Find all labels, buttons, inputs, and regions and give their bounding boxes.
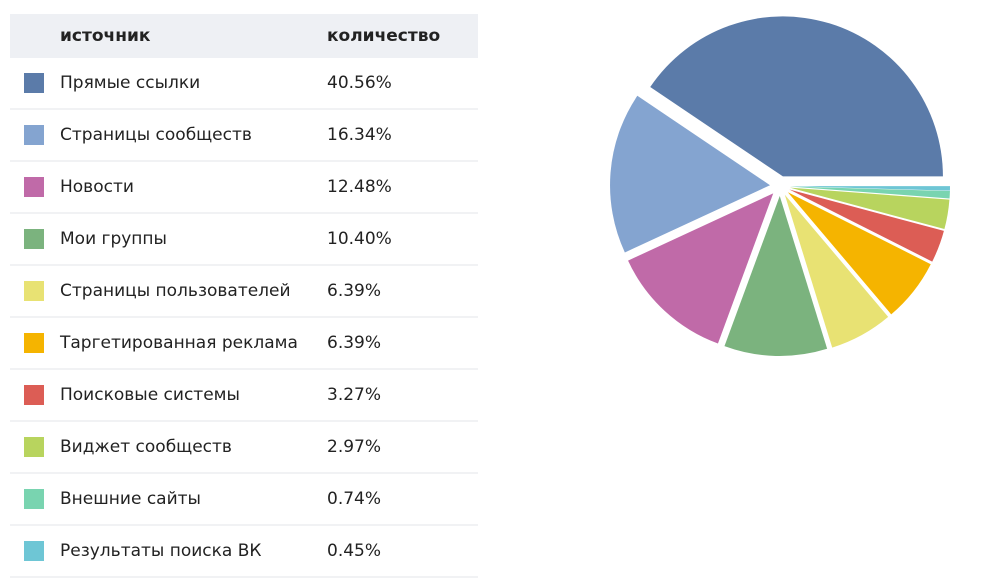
- pie-slice: [789, 186, 950, 199]
- source-name: Страницы сообществ: [60, 125, 252, 145]
- pie-slice: [650, 16, 943, 177]
- pie-slice: [787, 192, 931, 315]
- value-label: 6.39%: [327, 281, 381, 301]
- value-label: 0.45%: [327, 541, 381, 561]
- legend-swatch: [24, 73, 44, 93]
- value-label: 2.97%: [327, 437, 381, 457]
- legend-swatch: [24, 333, 44, 353]
- value-label: 10.40%: [327, 229, 392, 249]
- column-header: количество: [327, 26, 440, 46]
- pie-slice: [789, 186, 950, 191]
- table-header: [10, 14, 478, 58]
- source-name: Новости: [60, 177, 134, 197]
- value-label: 40.56%: [327, 73, 392, 93]
- legend-swatch: [24, 489, 44, 509]
- source-name: Результаты поиска ВК: [60, 541, 261, 561]
- legend-swatch: [24, 229, 44, 249]
- value-label: 0.74%: [327, 489, 381, 509]
- pie-slice: [610, 95, 771, 253]
- pie-slice: [789, 187, 950, 230]
- source-name: Таргетированная реклама: [59, 333, 298, 353]
- pie-slice: [789, 189, 944, 262]
- pie-slice: [784, 194, 889, 348]
- source-name: Страницы пользователей: [60, 281, 291, 301]
- legend-swatch: [24, 177, 44, 197]
- column-header: источник: [60, 26, 151, 46]
- source-name: Виджет сообществ: [60, 437, 232, 457]
- pie-slice: [628, 193, 774, 344]
- value-label: 3.27%: [327, 385, 381, 405]
- source-name: Прямые ссылки: [60, 73, 200, 93]
- legend-swatch: [24, 385, 44, 405]
- legend-swatch: [24, 125, 44, 145]
- value-label: 16.34%: [327, 125, 392, 145]
- source-name: Поисковые системы: [60, 385, 240, 405]
- pie-slice: [724, 195, 828, 356]
- source-name: Мои группы: [60, 229, 167, 249]
- source-name: Внешние сайты: [60, 489, 201, 509]
- legend-swatch: [24, 437, 44, 457]
- value-label: 12.48%: [327, 177, 392, 197]
- value-label: 6.39%: [327, 333, 381, 353]
- legend-swatch: [24, 541, 44, 561]
- legend-swatch: [24, 281, 44, 301]
